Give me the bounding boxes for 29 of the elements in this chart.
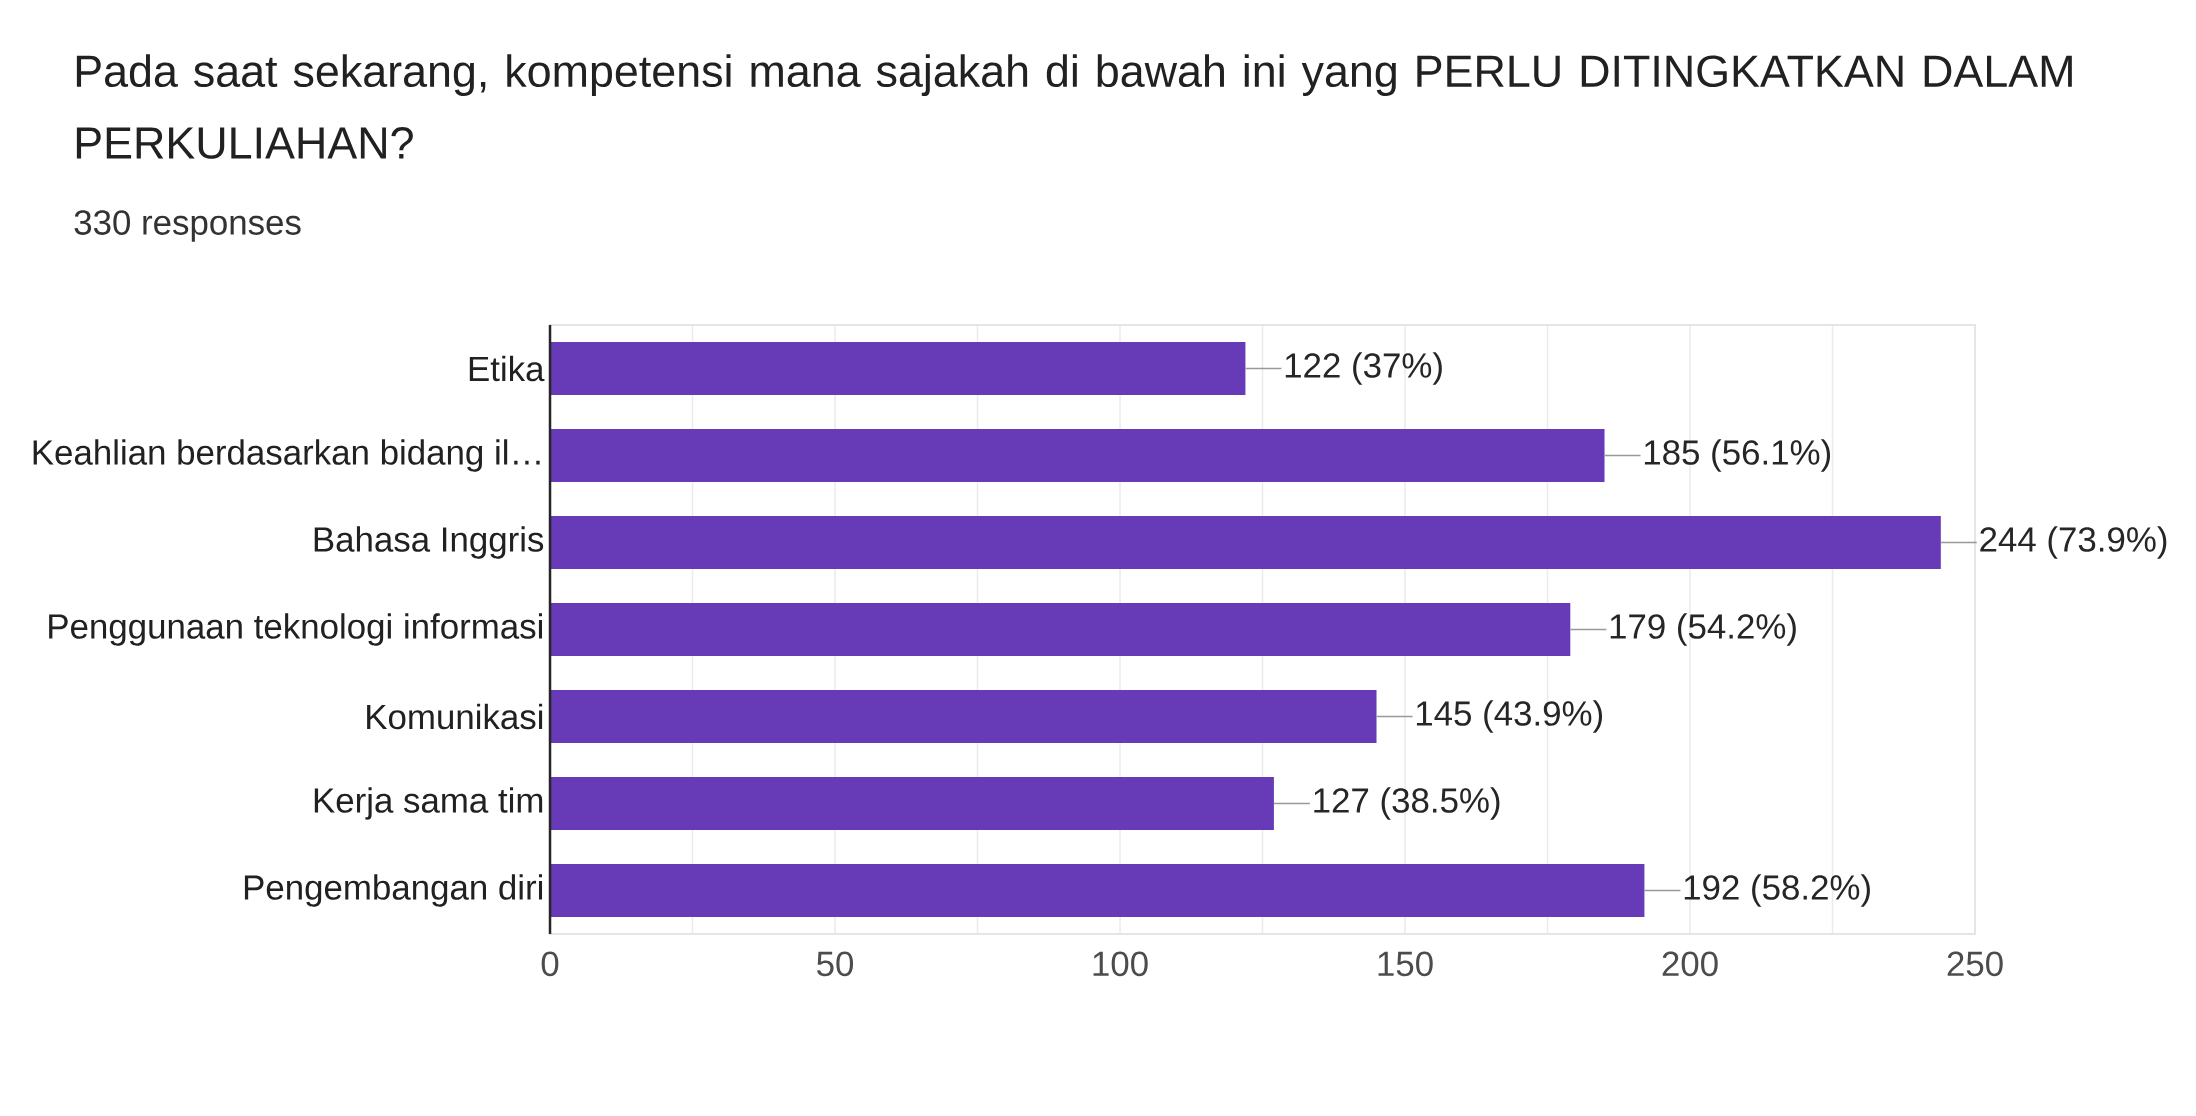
y-tick-label: Penggunaan teknologi informasi (49, 613, 543, 646)
x-tick-label: 200 (1662, 951, 1718, 977)
bar (550, 863, 1645, 918)
data-label: 179 (54.2%) (1610, 613, 1796, 646)
bar (550, 341, 1246, 396)
data-label: 244 (73.9%) (1980, 526, 2167, 559)
x-tick-label: 0 (541, 951, 559, 977)
x-tick-label: 50 (817, 951, 854, 977)
x-tick-label: 150 (1378, 951, 1433, 977)
text: 330 responses (74, 210, 301, 242)
data-label: 122 (37%) (1285, 352, 1442, 385)
bar (550, 428, 1605, 483)
bar (550, 515, 1941, 570)
y-tick-label: Etika (469, 355, 545, 382)
x-tick-label: 100 (1093, 951, 1148, 977)
y-tick-label: Bahasa Inggris (314, 526, 544, 559)
bar (550, 776, 1274, 831)
data-label: 127 (38.5%) (1314, 787, 1500, 820)
y-tick-label: Kerja sama tim (314, 787, 543, 820)
x-tick-label: 250 (1947, 951, 2003, 977)
bar (550, 602, 1571, 657)
y-tick-label: Komunikasi (367, 703, 543, 730)
chart-title: Pada saat sekarang, kompetensi mana sajakah di bawah ini yang PERLU DITINGKATKAN DALAM PERKULIAHAN? (76, 54, 2072, 159)
data-label: 192 (58.2%) (1684, 874, 1870, 907)
bar (550, 689, 1377, 744)
data-label: 185 (56.1%) (1644, 439, 1831, 472)
data-label: 145 (43.9%) (1416, 700, 1603, 733)
y-tick-label: Pengembangan diri (244, 874, 543, 907)
y-tick-label: Keahlian berdasarkan bidang il… (33, 439, 540, 472)
